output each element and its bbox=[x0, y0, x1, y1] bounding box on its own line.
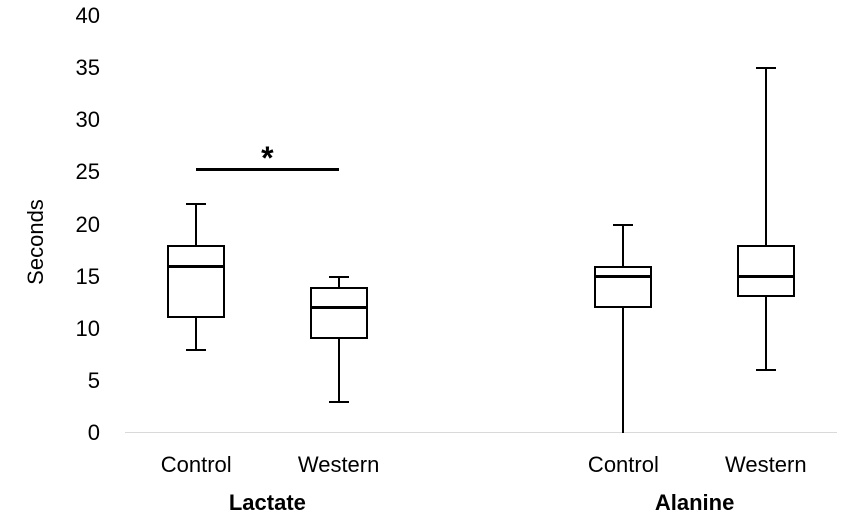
lower-whisker bbox=[195, 318, 198, 350]
upper-whisker bbox=[195, 203, 198, 246]
median-line bbox=[167, 264, 226, 268]
lower-whisker bbox=[622, 307, 625, 433]
upper-whisker bbox=[622, 224, 625, 267]
box-lactate-control bbox=[167, 245, 226, 319]
y-tick-label: 5 bbox=[87, 367, 100, 393]
y-tick-label: 25 bbox=[75, 159, 100, 185]
y-tick-label: 30 bbox=[75, 107, 100, 133]
x-axis-line bbox=[125, 432, 837, 433]
significance-line bbox=[196, 167, 339, 171]
significance-star: * bbox=[261, 140, 274, 177]
group-label-alanine: Alanine bbox=[654, 490, 735, 515]
lower-whisker-cap bbox=[186, 348, 207, 351]
lower-whisker bbox=[337, 339, 340, 402]
upper-whisker-cap bbox=[328, 275, 349, 278]
category-label-western: Western bbox=[297, 452, 380, 477]
box-alanine-control bbox=[594, 266, 653, 308]
y-tick-label: 10 bbox=[75, 315, 100, 341]
median-line bbox=[736, 275, 795, 279]
box-lactate-western bbox=[309, 287, 368, 340]
category-label-control: Control bbox=[160, 452, 232, 477]
category-label-control: Control bbox=[587, 452, 659, 477]
upper-whisker-cap bbox=[613, 223, 634, 226]
upper-whisker bbox=[764, 68, 767, 246]
upper-whisker bbox=[337, 276, 340, 288]
upper-whisker-cap bbox=[186, 202, 207, 205]
y-tick-label: 15 bbox=[75, 263, 100, 289]
upper-whisker-cap bbox=[755, 67, 776, 70]
median-line bbox=[594, 275, 653, 279]
y-tick-label: 40 bbox=[75, 3, 100, 28]
y-tick-label: 20 bbox=[75, 211, 100, 237]
median-line bbox=[309, 306, 368, 310]
category-label-western: Western bbox=[725, 452, 807, 477]
lower-whisker-cap bbox=[755, 369, 776, 372]
box-alanine-western bbox=[736, 245, 795, 298]
lower-whisker bbox=[764, 297, 767, 371]
y-tick-label: 0 bbox=[87, 420, 100, 445]
lower-whisker-cap bbox=[328, 400, 349, 403]
plot-area: * bbox=[125, 16, 837, 433]
group-label-lactate: Lactate bbox=[228, 490, 306, 515]
y-tick-label: 35 bbox=[75, 55, 100, 81]
